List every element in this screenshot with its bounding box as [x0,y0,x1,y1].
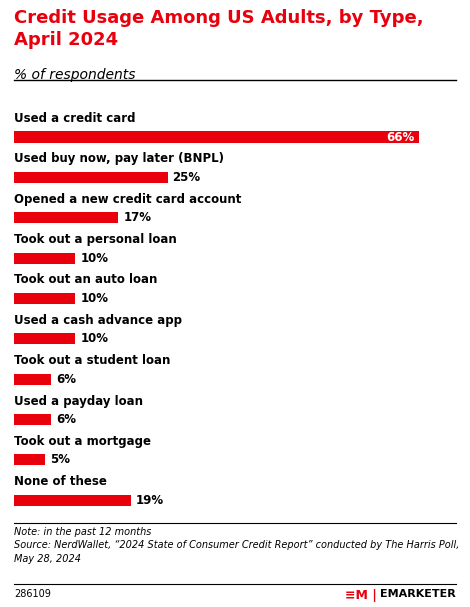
Text: Used a credit card: Used a credit card [14,112,136,125]
Text: Used a cash advance app: Used a cash advance app [14,314,182,327]
Text: None of these: None of these [14,475,107,488]
Text: 286109: 286109 [14,589,51,599]
Text: 19%: 19% [135,494,164,507]
Bar [14,172,167,183]
Bar [14,333,76,344]
Text: Took out a mortgage: Took out a mortgage [14,435,151,448]
Bar [14,455,45,466]
Text: Took out a student loan: Took out a student loan [14,354,171,367]
Bar [14,253,76,263]
Bar [14,293,76,304]
Text: 5%: 5% [50,453,70,466]
Text: 6%: 6% [56,373,76,385]
Text: 25%: 25% [172,171,201,184]
Text: ≡M |: ≡M | [345,589,377,602]
Text: Credit Usage Among US Adults, by Type,
April 2024: Credit Usage Among US Adults, by Type, A… [14,9,424,49]
Bar [14,132,419,143]
Text: Opened a new credit card account: Opened a new credit card account [14,193,242,206]
Text: 6%: 6% [56,413,76,426]
Text: 10%: 10% [80,333,109,345]
Text: 10%: 10% [80,252,109,265]
Text: Note: in the past 12 months
Source: NerdWallet, “2024 State of Consumer Credit R: Note: in the past 12 months Source: Nerd… [14,527,460,564]
Text: % of respondents: % of respondents [14,68,136,82]
Bar [14,212,118,223]
Bar [14,374,51,385]
Text: 17%: 17% [123,211,151,224]
Text: Used buy now, pay later (BNPL): Used buy now, pay later (BNPL) [14,152,224,165]
Text: Took out a personal loan: Took out a personal loan [14,233,177,246]
Text: Took out an auto loan: Took out an auto loan [14,274,157,287]
Text: 10%: 10% [80,292,109,305]
Text: EMARKETER: EMARKETER [380,589,456,599]
Text: 66%: 66% [386,131,414,143]
Text: Used a payday loan: Used a payday loan [14,395,143,407]
Bar [14,414,51,425]
Bar [14,495,131,506]
